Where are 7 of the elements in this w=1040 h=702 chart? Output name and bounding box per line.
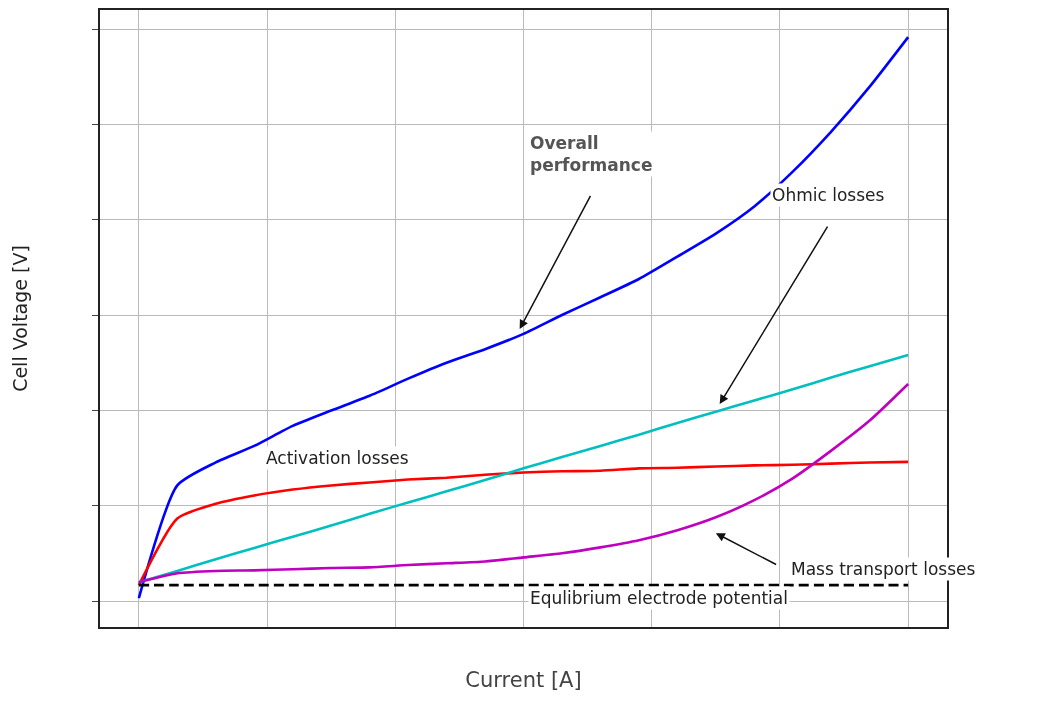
x-axis-title: Current [A]: [465, 668, 582, 693]
annotation: Activation losses: [266, 448, 409, 468]
annotation: Overall performance: [530, 133, 653, 176]
y-axis-title: Cell Voltage [V]: [8, 245, 31, 392]
annotation: Mass transport losses: [791, 559, 976, 579]
annotation: Equlibrium electrode potential: [530, 588, 788, 608]
annotation: Ohmic losses: [772, 185, 885, 205]
